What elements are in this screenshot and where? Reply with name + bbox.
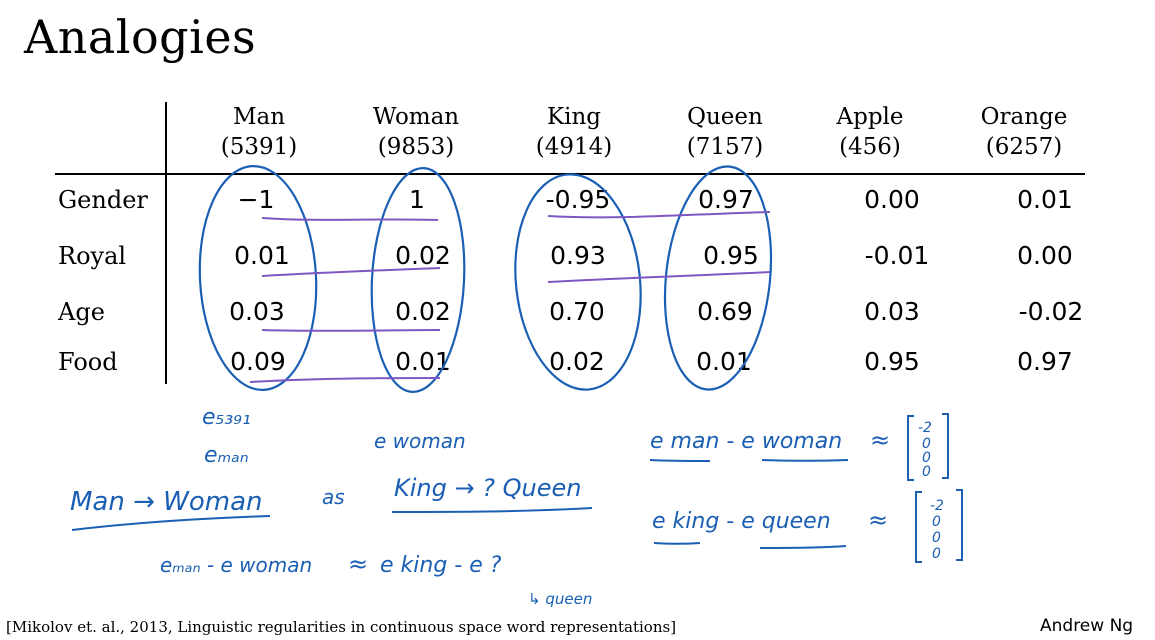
hw-vec1-0: -2 [918,420,932,436]
hw-as: as [322,485,345,509]
hw-diff2: e king - e queen [652,509,831,534]
vec1-left-bracket [907,415,914,481]
table-cell: 0.03 [864,297,920,326]
hw-e5391: e₅₃₉₁ [202,405,251,430]
king-queen-underline [391,507,593,513]
hw-ewoman: e woman [374,429,466,453]
hw-vec1-1: 0 [922,436,931,452]
citation-footer: [Mikolov et. al., 2013, Linguistic regul… [6,618,677,636]
age-underline [261,329,441,332]
row-label-food: Food [58,348,118,376]
table-cell: 0.00 [1017,241,1073,270]
royal-underline-king-queen [547,271,771,283]
hw-eq-left: eₘₐₙ - e woman [160,553,312,577]
column-index: (456) [839,134,901,160]
table-cell: 0.00 [864,185,920,214]
gender-underline-man-woman [261,217,439,221]
column-index: (7157) [686,134,764,160]
hw-vec2-0: -2 [930,498,944,514]
vec1-right-bracket [942,413,949,479]
hw-diff1-approx: ≈ [870,426,890,454]
diff1-underline-a [649,459,711,462]
diff2-underline-a [653,542,701,545]
hw-vec2-2: 0 [932,530,941,546]
hw-king-queen: King → ? Queen [394,474,581,502]
table-cell: 0.02 [395,297,451,326]
column-header-king: King (4914) [504,102,644,162]
table-cell: 0.95 [864,347,920,376]
vec2-right-bracket [956,489,963,561]
vec2-left-bracket [915,491,922,563]
row-label-gender: Gender [58,186,148,214]
column-header-orange: Orange (6257) [954,102,1094,162]
hw-vec2-3: 0 [932,546,941,562]
table-cell: -0.95 [545,185,611,214]
hw-eq-right: e king - e ? [380,553,502,578]
table-cell: -0.01 [864,241,930,270]
table-cell: 0.97 [698,185,754,214]
diff1-underline-b [761,459,849,462]
column-index: (5391) [220,134,298,160]
slide-title: Analogies [24,10,257,64]
column-word: Man [232,104,286,130]
column-word: Woman [372,104,460,130]
table-cell: 0.93 [550,241,606,270]
table-cell: 0.03 [229,297,285,326]
column-index: (4914) [535,134,613,160]
hw-diff2-approx: ≈ [868,506,888,534]
king-column-oval [514,173,642,391]
table-cell: -0.02 [1018,297,1084,326]
hw-vec1-3: 0 [922,464,931,480]
column-header-apple: Apple (456) [800,102,940,162]
column-header-queen: Queen (7157) [655,102,795,162]
table-cell: 0.09 [230,347,286,376]
woman-column-oval [370,167,466,393]
man-woman-underline [71,515,271,531]
hw-approx: ≈ [348,550,368,578]
row-label-age: Age [58,298,105,326]
table-cell: 0.95 [703,241,759,270]
gender-underline-king-queen [547,211,771,219]
table-cell: 0.69 [697,297,753,326]
table-cell: 0.01 [696,347,752,376]
table-cell: 1 [409,185,425,214]
column-word: King [546,104,602,130]
table-cell: 0.02 [395,241,451,270]
table-cell: 0.02 [549,347,605,376]
queen-column-oval [663,165,773,391]
diff2-underline-b [759,545,847,549]
table-cell: 0.70 [549,297,605,326]
hw-queen-note: ↳ queen [528,590,592,608]
table-cell: −1 [237,185,275,214]
column-word: Orange [980,104,1068,130]
column-index: (9853) [377,134,455,160]
hw-eman: eₘₐₙ [204,443,249,468]
column-index: (6257) [985,134,1063,160]
hw-vec1-2: 0 [922,450,931,466]
table-vertical-rule [165,102,167,384]
column-word: Queen [687,104,763,130]
author-credit: Andrew Ng [1040,616,1134,636]
royal-underline-man-woman [261,267,441,277]
row-label-royal: Royal [58,242,127,270]
column-word: Apple [836,104,904,130]
table-cell: 0.01 [1017,185,1073,214]
table-cell: 0.97 [1017,347,1073,376]
food-underline [249,377,441,383]
column-header-woman: Woman (9853) [346,102,486,162]
hw-diff1: e man - e woman [650,429,842,454]
man-column-oval [198,165,318,391]
hw-vec2-1: 0 [932,514,941,530]
hw-man-woman: Man → Woman [70,487,263,517]
table-cell: 0.01 [234,241,290,270]
column-header-man: Man (5391) [189,102,329,162]
